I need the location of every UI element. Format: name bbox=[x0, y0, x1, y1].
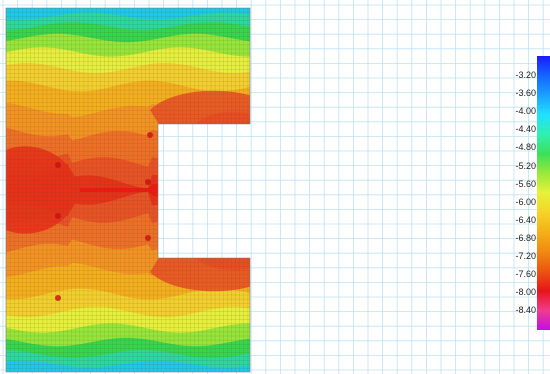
legend-tick-label: -8.00 bbox=[515, 287, 536, 298]
legend-tick-label: -3.60 bbox=[515, 88, 536, 99]
legend-tick-label: -5.60 bbox=[515, 178, 536, 189]
legend-tick-label: -6.00 bbox=[515, 196, 536, 207]
support-marker bbox=[145, 179, 151, 185]
legend-tick-label: -8.40 bbox=[515, 305, 536, 316]
slab-contour bbox=[6, 8, 250, 372]
legend-tick-label: -6.40 bbox=[515, 214, 536, 225]
support-marker bbox=[147, 132, 153, 138]
legend-tick-label: -6.80 bbox=[515, 232, 536, 243]
legend-tick-label: -4.40 bbox=[515, 124, 536, 135]
contour-hotspot bbox=[150, 90, 250, 126]
legend-tick-label: -4.00 bbox=[515, 106, 536, 117]
legend-tick-label: -5.20 bbox=[515, 160, 536, 171]
legend-tick-label: -4.80 bbox=[515, 142, 536, 153]
contour-hotspot bbox=[6, 146, 80, 234]
slab-outline bbox=[5, 7, 251, 373]
color-legend: -3.20 -3.60 -4.00 -4.40 -4.80 -5.20 -5.60 -6.00… bbox=[500, 56, 550, 332]
contour-hotspot bbox=[150, 256, 250, 292]
support-markers bbox=[55, 132, 153, 301]
legend-tick-label: -3.20 bbox=[515, 70, 536, 80]
legend-tick-label: -7.60 bbox=[515, 269, 536, 280]
contour-bands bbox=[6, 12, 250, 368]
support-marker bbox=[145, 235, 151, 241]
support-marker bbox=[55, 295, 61, 301]
legend-color-bar bbox=[537, 56, 550, 330]
support-marker bbox=[55, 213, 61, 219]
support-marker bbox=[55, 162, 61, 168]
legend-tick-label: -7.20 bbox=[515, 251, 536, 261]
